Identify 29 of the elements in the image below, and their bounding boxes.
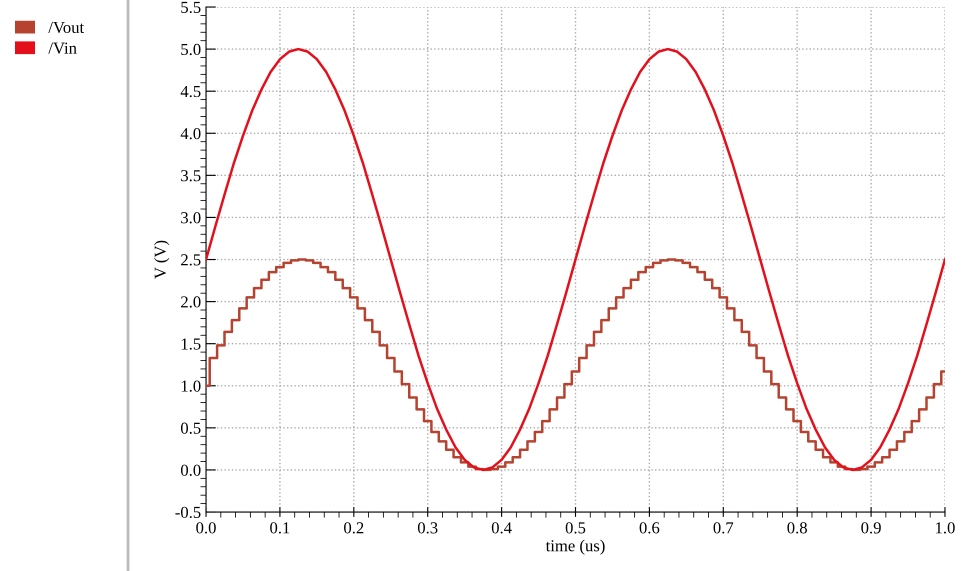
- y-tick-label: 4.5: [180, 86, 201, 98]
- x-tick-label: 0.6: [640, 522, 660, 534]
- legend-label: /Vin: [48, 42, 77, 54]
- y-tick-label: 3.5: [181, 170, 201, 182]
- x-tick-label: 0.2: [344, 522, 364, 534]
- legend-label: /Vout: [48, 22, 84, 34]
- y-tick-label: 3.0: [181, 212, 201, 224]
- x-tick-label: 0.1: [270, 522, 290, 534]
- x-axis-title: time (us): [546, 540, 605, 555]
- y-tick-label: 2.5: [181, 254, 201, 266]
- y-tick-label: 0.0: [180, 464, 201, 476]
- x-tick-label: 0.9: [861, 522, 881, 534]
- x-tick-label: 0.3: [418, 522, 438, 534]
- x-tick-label: 0.8: [787, 522, 807, 534]
- y-axis-title: V (V): [154, 240, 170, 279]
- y-tick-label: -0.5: [175, 506, 201, 518]
- line-series: [206, 48, 945, 472]
- y-tick-label: 5.5: [181, 2, 201, 14]
- y-tick-label: 1.0: [182, 380, 201, 392]
- y-tick-label: 5.0: [181, 44, 201, 56]
- x-tick-label: 1.0: [936, 522, 955, 534]
- x-tick-label: 0.7: [714, 522, 734, 534]
- y-tick-label: 1.5: [182, 338, 201, 350]
- y-tick-label: 2.0: [181, 296, 201, 308]
- x-tick-label: 0.0: [196, 522, 216, 534]
- y-tick-label: 4.0: [180, 128, 201, 140]
- x-tick-label: 0.4: [492, 522, 512, 534]
- y-tick-label: 0.5: [180, 422, 201, 434]
- x-tick-label: 0.5: [566, 522, 586, 534]
